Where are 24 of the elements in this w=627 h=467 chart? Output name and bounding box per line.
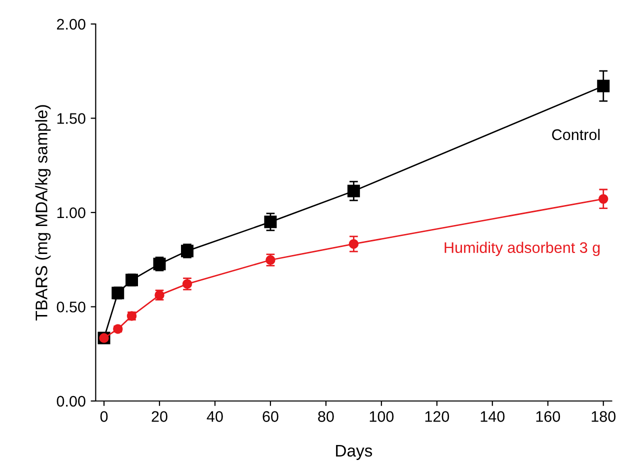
point <box>598 194 608 204</box>
y-axis-title: TBARS (mg MDA/kg sample) <box>35 105 51 320</box>
point <box>597 80 610 92</box>
y-tick-label: 1.00 <box>57 207 86 218</box>
point <box>348 239 359 249</box>
point <box>347 184 360 198</box>
y-tick-label: 1.50 <box>57 113 86 124</box>
x-tick-label: 160 <box>536 411 560 422</box>
x-tick-label: 40 <box>206 411 223 422</box>
x-axis-title: Days <box>336 445 372 460</box>
series-label: Humidity adsorbent 3 g <box>444 242 600 256</box>
x-tick-label: 60 <box>262 411 278 422</box>
y-tick-label: 0.50 <box>56 302 86 312</box>
x-tick-label: 20 <box>152 411 168 422</box>
x-tick-label: 80 <box>318 411 334 422</box>
point <box>264 216 277 228</box>
series-label: Control <box>552 128 600 140</box>
x-tick-label: 140 <box>480 411 505 422</box>
x-tick-label: 120 <box>425 411 450 422</box>
y-tick-label: 0.00 <box>56 396 86 407</box>
x-tick-label: 0 <box>100 411 108 422</box>
x-tick-label: 180 <box>592 411 616 422</box>
x-tick-label: 100 <box>370 411 394 422</box>
y-tick-label: 2.00 <box>57 18 86 30</box>
